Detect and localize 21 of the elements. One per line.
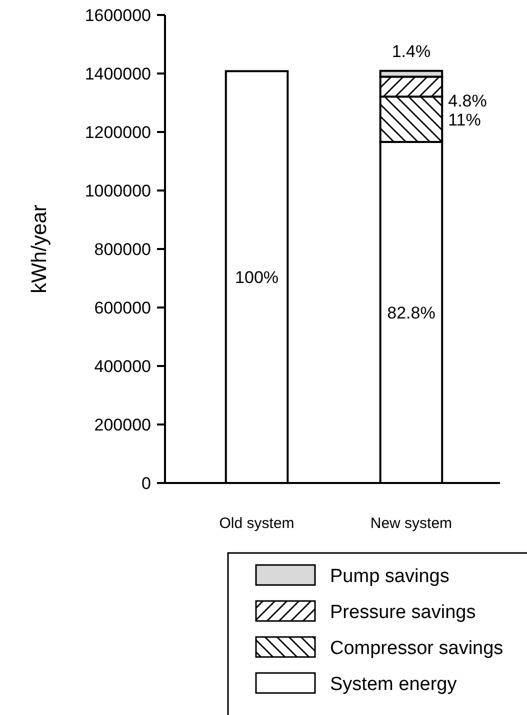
- legend-label: Pump savings: [330, 566, 450, 587]
- y-tick-label: 400000: [94, 357, 151, 376]
- annotation: 11%: [448, 110, 481, 130]
- legend-label: System energy: [330, 674, 458, 695]
- annotation: 100%: [235, 268, 279, 288]
- y-tick-label: 1600000: [84, 6, 151, 25]
- y-axis-title: kWh/year: [28, 204, 51, 294]
- legend-label: Compressor savings: [330, 638, 504, 659]
- legend-label: Pressure savings: [330, 602, 476, 623]
- y-tick-label: 200000: [94, 416, 151, 434]
- annotation: 82.8%: [387, 303, 436, 322]
- annotation: 4.8%: [448, 92, 487, 111]
- y-tick-label: 1000000: [84, 182, 151, 200]
- annotation: 1.4%: [392, 42, 431, 61]
- y-tick-label: 0: [142, 474, 151, 493]
- y-tick-label: 600000: [94, 298, 151, 318]
- x-tick-label: New system: [370, 515, 452, 532]
- x-tick-label: Old system: [219, 515, 294, 532]
- y-tick-label: 800000: [94, 240, 151, 259]
- y-tick-label: 1400000: [84, 64, 151, 84]
- y-tick-label: 1200000: [84, 123, 151, 142]
